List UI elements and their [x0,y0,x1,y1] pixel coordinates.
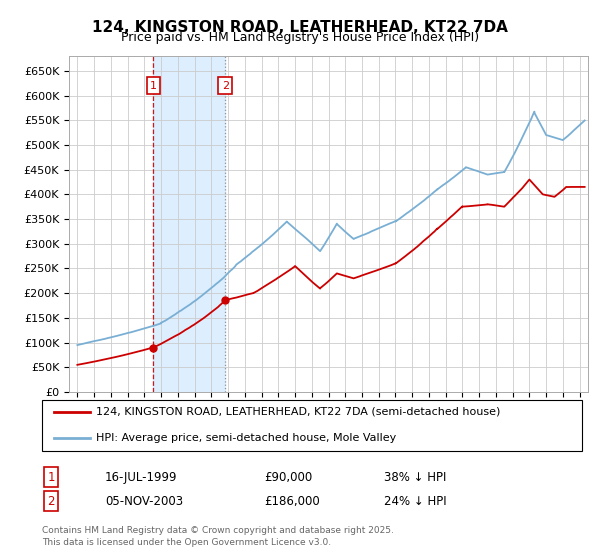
Text: 124, KINGSTON ROAD, LEATHERHEAD, KT22 7DA: 124, KINGSTON ROAD, LEATHERHEAD, KT22 7D… [92,20,508,35]
Bar [154,56,226,392]
Text: Contains HM Land Registry data © Crown copyright and database right 2025.
This d: Contains HM Land Registry data © Crown c… [42,526,394,547]
Text: HPI: Average price, semi-detached house, Mole Valley: HPI: Average price, semi-detached house,… [96,433,396,443]
Text: 05-NOV-2003: 05-NOV-2003 [105,494,183,508]
Text: 124, KINGSTON ROAD, LEATHERHEAD, KT22 7DA (semi-detached house): 124, KINGSTON ROAD, LEATHERHEAD, KT22 7D… [96,407,500,417]
Text: 38% ↓ HPI: 38% ↓ HPI [384,470,446,484]
Text: 2: 2 [222,81,229,91]
Text: 24% ↓ HPI: 24% ↓ HPI [384,494,446,508]
Text: £186,000: £186,000 [264,494,320,508]
Text: 2: 2 [47,494,55,508]
Text: 16-JUL-1999: 16-JUL-1999 [105,470,178,484]
Text: Price paid vs. HM Land Registry's House Price Index (HPI): Price paid vs. HM Land Registry's House … [121,31,479,44]
Text: 1: 1 [150,81,157,91]
Text: £90,000: £90,000 [264,470,312,484]
Text: 1: 1 [47,470,55,484]
